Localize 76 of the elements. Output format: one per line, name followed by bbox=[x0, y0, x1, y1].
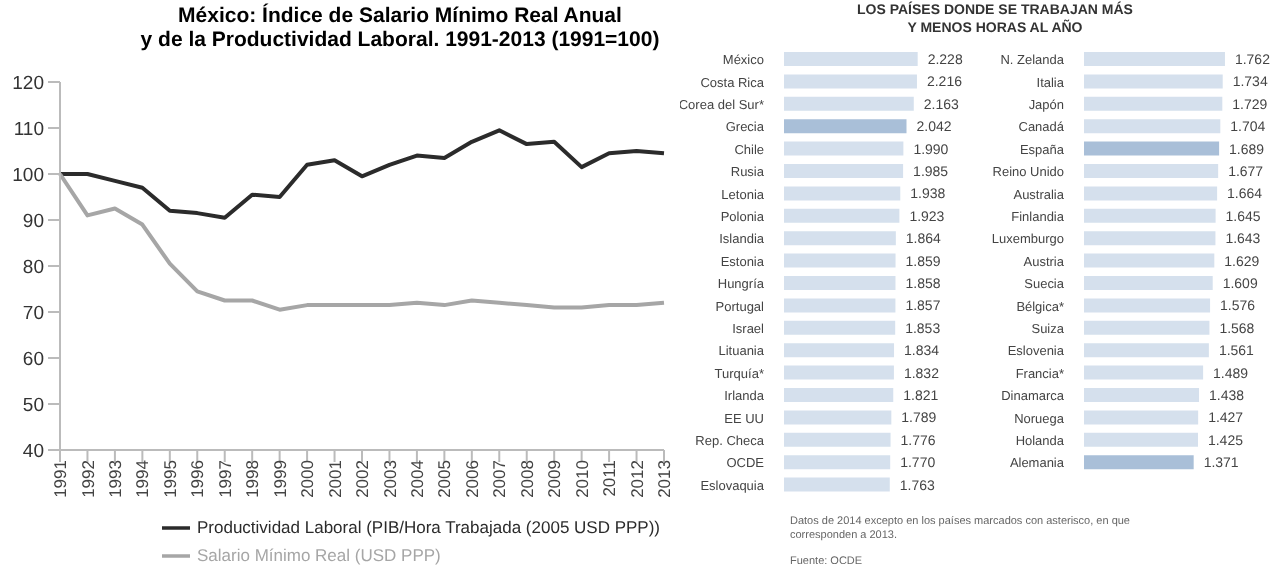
bar bbox=[784, 119, 907, 134]
bar bbox=[1084, 388, 1200, 402]
x-tick-label: 1998 bbox=[242, 459, 263, 498]
x-tick-label: 2008 bbox=[516, 459, 537, 498]
y-tick-label: 120 bbox=[12, 72, 44, 95]
x-tick-label: 2007 bbox=[489, 459, 510, 498]
x-tick-label: 2000 bbox=[297, 459, 318, 498]
x-tick-label: 1995 bbox=[159, 459, 180, 498]
y-tick-label: 90 bbox=[22, 210, 44, 233]
x-tick-label: 1994 bbox=[132, 459, 153, 498]
bar bbox=[1084, 231, 1216, 246]
x-tick-label: 2013 bbox=[654, 459, 675, 498]
line-series bbox=[58, 172, 666, 312]
bar bbox=[784, 432, 891, 447]
x-tick-label: 2010 bbox=[571, 459, 592, 498]
x-tick-label: 2006 bbox=[461, 459, 482, 498]
x-tick-label: 2005 bbox=[434, 459, 455, 498]
bar bbox=[784, 186, 901, 201]
bar bbox=[784, 208, 900, 223]
y-tick-label: 60 bbox=[22, 348, 44, 371]
x-tick-label: 2002 bbox=[352, 459, 373, 498]
bar bbox=[1084, 96, 1223, 111]
bar bbox=[784, 231, 896, 246]
x-tick-label: 2012 bbox=[626, 459, 647, 498]
line-series bbox=[58, 128, 666, 220]
bar bbox=[784, 388, 894, 402]
bar bbox=[784, 320, 896, 335]
x-tick-label: 2011 bbox=[599, 459, 620, 497]
bar bbox=[1084, 410, 1199, 425]
bar bbox=[784, 141, 904, 156]
bar bbox=[784, 477, 890, 492]
bar bbox=[1084, 208, 1216, 223]
bar bbox=[1084, 276, 1213, 290]
bar bbox=[1084, 432, 1198, 447]
bar bbox=[1084, 52, 1225, 66]
bar bbox=[784, 455, 891, 470]
legend-label: Salario Mínimo Real (USD PPP) bbox=[197, 544, 441, 565]
y-tick-label: 40 bbox=[22, 440, 44, 463]
bar bbox=[1084, 298, 1211, 313]
y-tick-label: 100 bbox=[12, 164, 44, 187]
x-tick-label: 1997 bbox=[214, 459, 235, 498]
y-tick-label: 50 bbox=[22, 394, 44, 417]
bar bbox=[1084, 164, 1219, 178]
bar bbox=[1084, 343, 1209, 358]
bar bbox=[784, 276, 896, 290]
bar bbox=[784, 253, 896, 268]
y-tick-label: 110 bbox=[13, 118, 44, 141]
x-tick-label: 1993 bbox=[104, 459, 125, 498]
x-tick-label: 1991 bbox=[50, 459, 71, 498]
y-tick-label: 70 bbox=[22, 302, 44, 325]
x-tick-label: 2004 bbox=[406, 459, 427, 498]
x-tick-label: 1999 bbox=[269, 459, 290, 498]
bar bbox=[1084, 365, 1204, 380]
bar bbox=[1084, 74, 1223, 89]
bar bbox=[1084, 186, 1218, 201]
bar bbox=[784, 96, 914, 111]
x-tick-label: 2001 bbox=[324, 459, 345, 498]
bar bbox=[1084, 455, 1194, 470]
x-tick-label: 2009 bbox=[544, 459, 565, 498]
bar bbox=[1084, 141, 1220, 156]
bar bbox=[784, 74, 917, 89]
chart-title: México: Índice de Salario Mínimo Real Anual y de la Productividad Laboral. 1991-2013 (1991=100) bbox=[138, 4, 662, 52]
bar bbox=[784, 164, 904, 178]
bar bbox=[1084, 320, 1210, 335]
bar bbox=[784, 298, 896, 313]
bar bbox=[784, 343, 895, 358]
x-tick-label: 1996 bbox=[187, 459, 208, 498]
bar bbox=[1084, 119, 1221, 134]
x-tick-label: 2003 bbox=[379, 459, 400, 498]
x-tick-label: 1992 bbox=[77, 459, 98, 498]
bar bbox=[784, 410, 892, 425]
bar bbox=[784, 365, 894, 380]
bar bbox=[1084, 253, 1215, 268]
bar bbox=[784, 52, 918, 66]
legend-label: Productividad Laboral (PIB/Hora Trabajada (2005 USD PPP)) bbox=[197, 516, 661, 537]
y-tick-label: 80 bbox=[22, 256, 44, 279]
